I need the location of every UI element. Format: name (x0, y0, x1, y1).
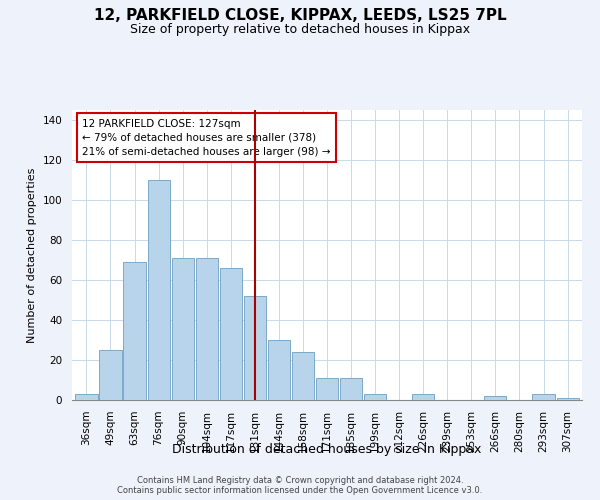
Text: Contains HM Land Registry data © Crown copyright and database right 2024.
Contai: Contains HM Land Registry data © Crown c… (118, 476, 482, 495)
Bar (532, 394, 554, 400)
Bar (196, 258, 218, 400)
Bar (484, 396, 506, 400)
Bar (148, 180, 170, 400)
Bar (268, 340, 290, 400)
Bar (412, 394, 434, 400)
Text: Size of property relative to detached houses in Kippax: Size of property relative to detached ho… (130, 22, 470, 36)
Bar (316, 378, 338, 400)
Bar (124, 262, 146, 400)
Bar (76, 394, 98, 400)
Bar (220, 268, 242, 400)
Bar (292, 352, 314, 400)
Bar (364, 394, 386, 400)
Text: 12, PARKFIELD CLOSE, KIPPAX, LEEDS, LS25 7PL: 12, PARKFIELD CLOSE, KIPPAX, LEEDS, LS25… (94, 8, 506, 22)
Bar (557, 398, 578, 400)
Bar (100, 350, 122, 400)
Bar (340, 378, 362, 400)
Bar (172, 258, 194, 400)
Bar (244, 296, 266, 400)
Y-axis label: Number of detached properties: Number of detached properties (27, 168, 37, 342)
Text: Distribution of detached houses by size in Kippax: Distribution of detached houses by size … (172, 442, 482, 456)
Text: 12 PARKFIELD CLOSE: 127sqm
← 79% of detached houses are smaller (378)
21% of sem: 12 PARKFIELD CLOSE: 127sqm ← 79% of deta… (82, 118, 331, 156)
